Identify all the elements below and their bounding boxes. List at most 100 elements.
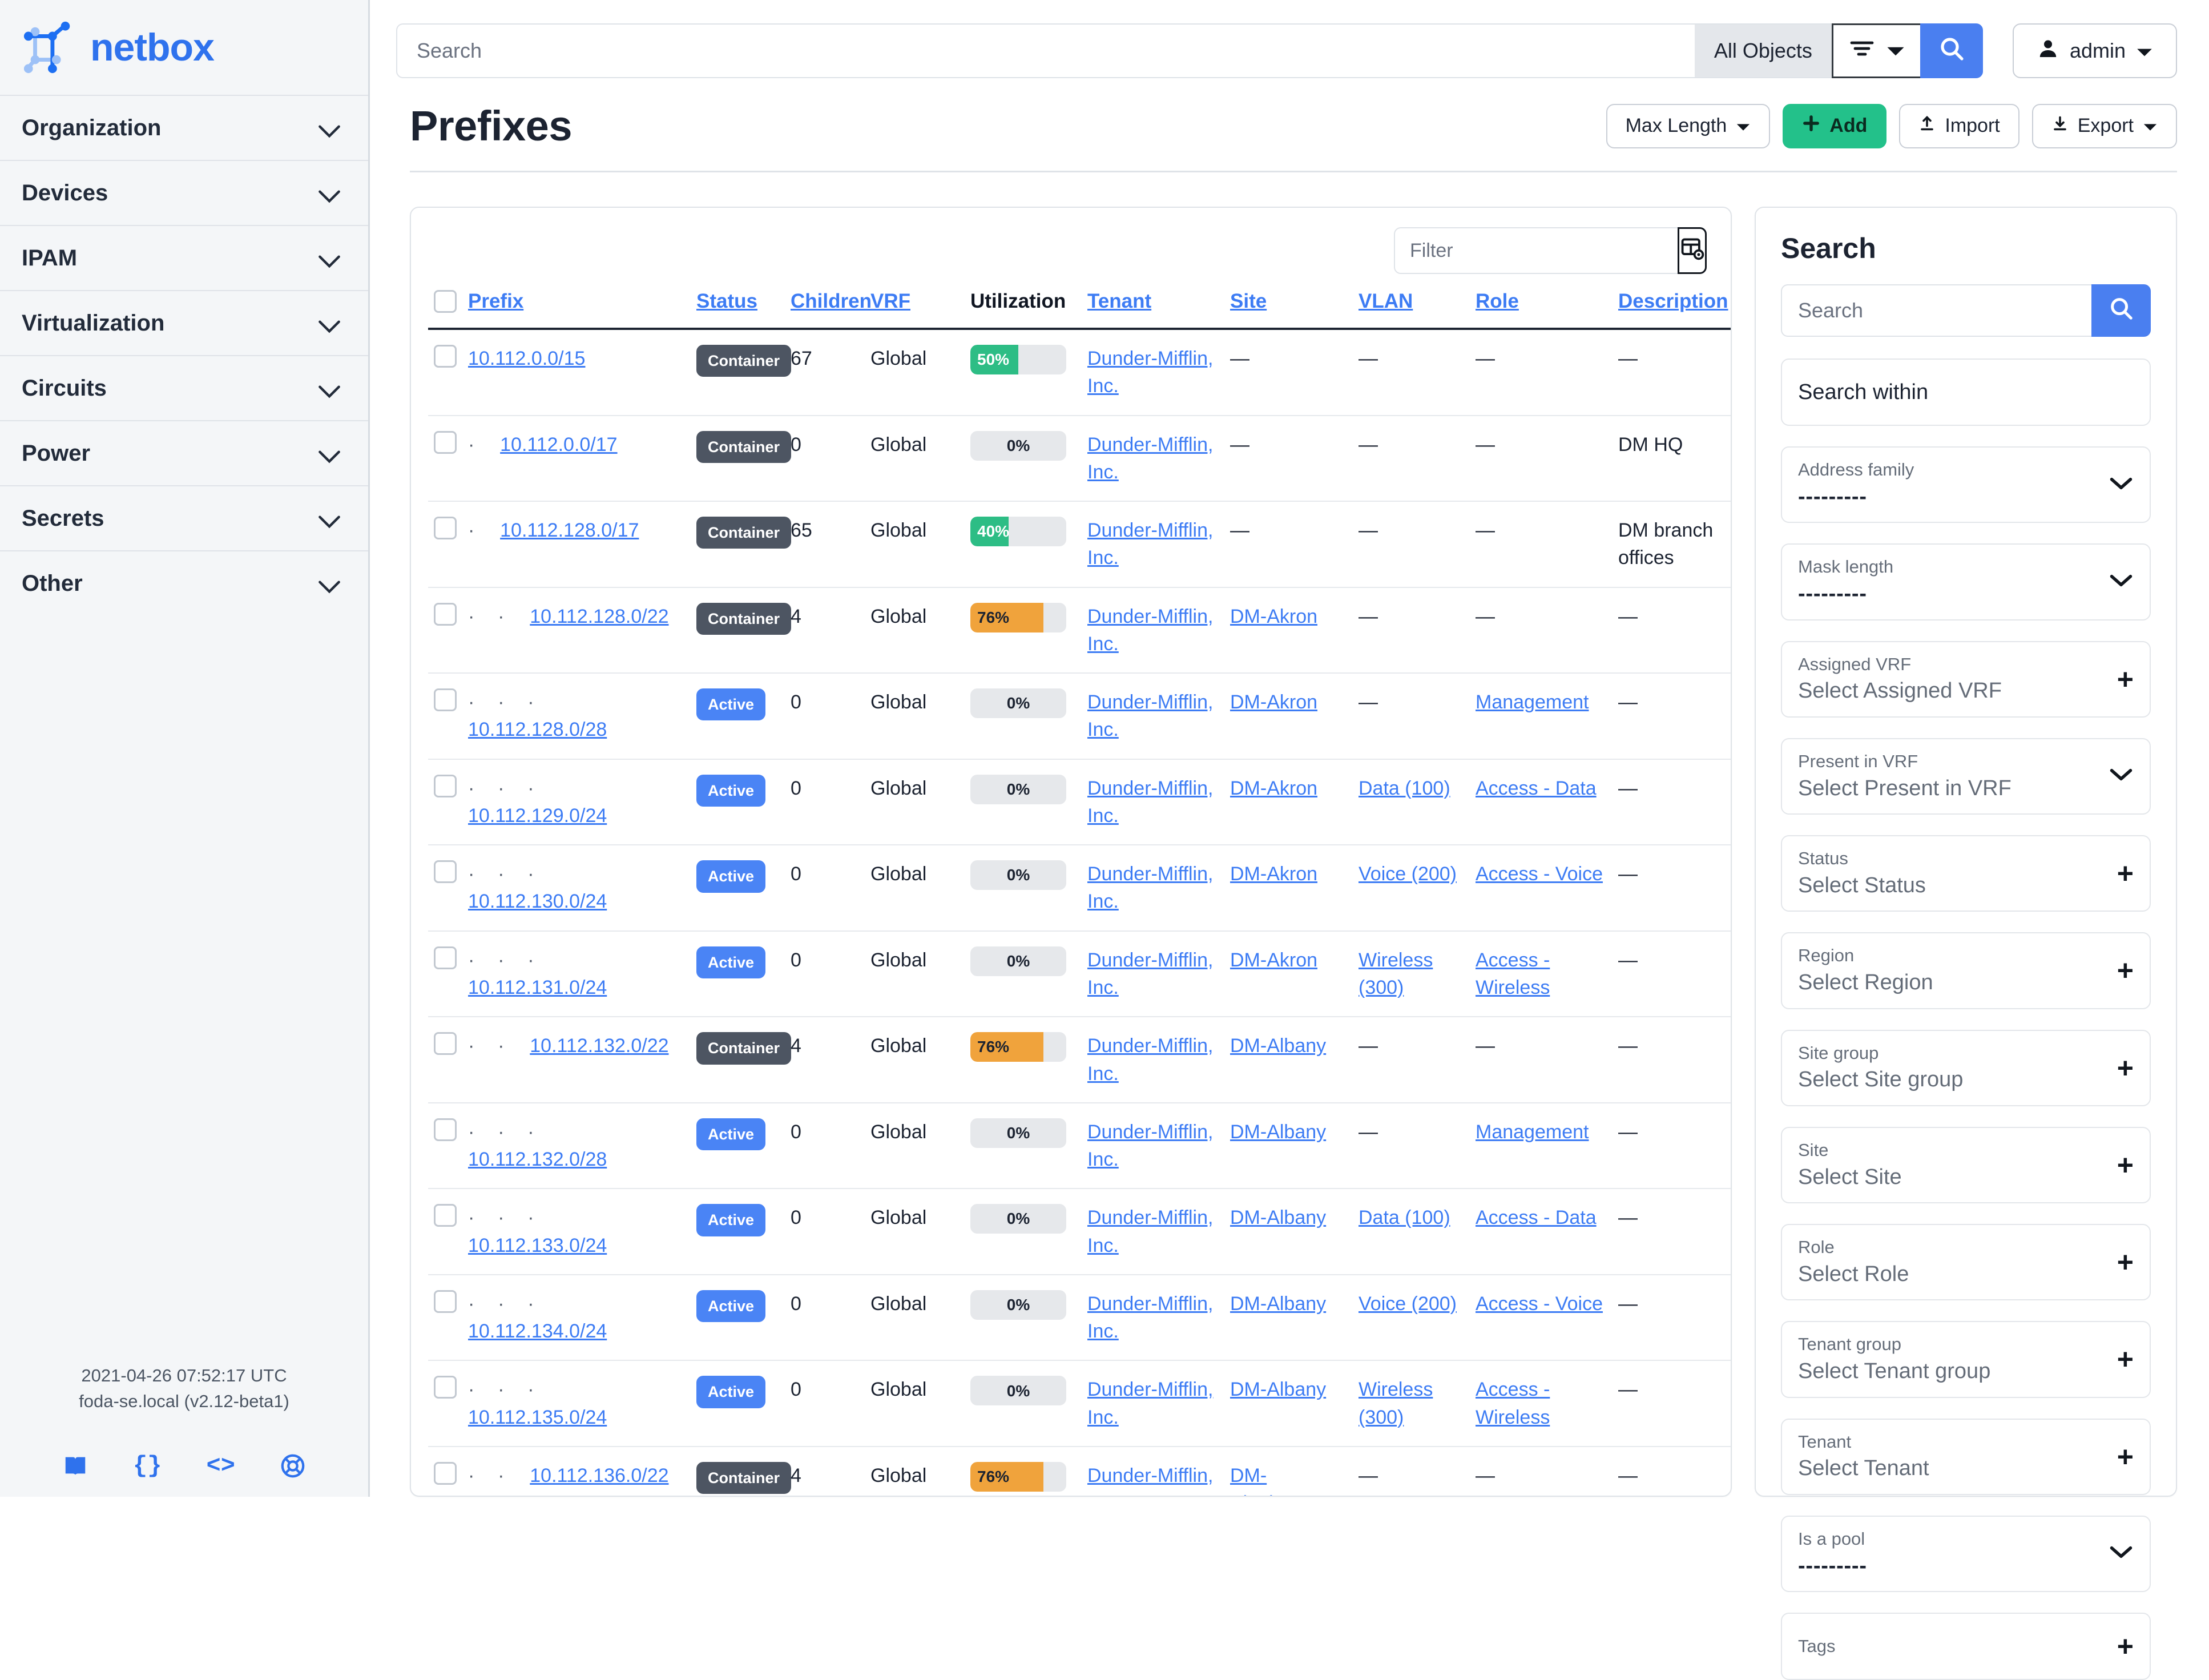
help-lifebuoy-icon[interactable]	[280, 1453, 306, 1479]
vlan-link[interactable]: Wireless (300)	[1359, 1379, 1433, 1428]
site-link[interactable]: DM-Binghamton	[1230, 1464, 1333, 1496]
prefix-link[interactable]: 10.112.131.0/24	[468, 976, 607, 998]
site-link[interactable]: DM-Albany	[1230, 1379, 1327, 1401]
site-link[interactable]: DM-Akron	[1230, 949, 1318, 971]
filter-field-tenant-group[interactable]: Tenant group Select Tenant group +	[1781, 1321, 2151, 1398]
filter-field-tenant[interactable]: Tenant Select Tenant +	[1781, 1418, 2151, 1495]
filter-field-icon[interactable]	[2109, 765, 2134, 787]
tenant-link[interactable]: Dunder-Mifflin, Inc.	[1087, 1292, 1214, 1343]
tenant-link[interactable]: Dunder-Mifflin, Inc.	[1087, 1207, 1214, 1256]
table-configure-button[interactable]	[1678, 227, 1707, 274]
prefix-link[interactable]: 10.112.129.0/24	[468, 804, 607, 827]
site-link[interactable]: DM-Albany	[1230, 1035, 1327, 1057]
vlan-link[interactable]: Voice (200)	[1359, 1292, 1457, 1315]
role-link[interactable]: Management	[1476, 1121, 1589, 1143]
row-checkbox[interactable]	[434, 517, 457, 540]
prefix-link[interactable]: 10.112.0.0/15	[468, 348, 586, 369]
tenant-link[interactable]: Dunder-Mifflin, Inc.	[1087, 1035, 1214, 1085]
tenant-link[interactable]: Dunder-Mifflin, Inc.	[1087, 949, 1214, 998]
filter-field-search-within[interactable]: Search within	[1781, 358, 2151, 426]
global-search-button[interactable]	[1920, 23, 1983, 78]
prefix-link[interactable]: 10.112.128.0/17	[500, 519, 639, 542]
row-checkbox[interactable]	[434, 1118, 457, 1141]
site-link[interactable]: DM-Albany	[1230, 1207, 1327, 1229]
max-length-button[interactable]: Max Length	[1606, 103, 1771, 148]
row-checkbox[interactable]	[434, 1204, 457, 1227]
search-scope-dropdown[interactable]: All Objects	[1694, 23, 1832, 78]
panel-search-input[interactable]	[1781, 284, 2091, 337]
prefix-link[interactable]: 10.112.0.0/17	[500, 433, 618, 456]
user-menu-button[interactable]: admin	[2012, 23, 2177, 78]
import-button[interactable]: Import	[1899, 103, 2019, 148]
row-checkbox[interactable]	[434, 1032, 457, 1055]
row-checkbox[interactable]	[434, 688, 457, 712]
column-header-vrf[interactable]: VRF	[865, 290, 965, 330]
row-checkbox[interactable]	[434, 1461, 457, 1485]
row-checkbox[interactable]	[434, 774, 457, 797]
tenant-link[interactable]: Dunder-Mifflin, Inc.	[1087, 519, 1214, 569]
prefix-link[interactable]: 10.112.133.0/24	[468, 1234, 607, 1256]
column-header-children[interactable]: Children	[785, 290, 872, 330]
brand-header[interactable]: netbox	[0, 0, 368, 95]
row-checkbox[interactable]	[434, 345, 457, 368]
sidebar-item-secrets[interactable]: Secrets	[0, 485, 368, 550]
column-header-role[interactable]: Role	[1470, 290, 1613, 330]
row-checkbox[interactable]	[434, 1376, 457, 1399]
filter-field-icon[interactable]: +	[2117, 1632, 2134, 1661]
filter-field-region[interactable]: Region Select Region +	[1781, 932, 2151, 1009]
column-header-tenant[interactable]: Tenant	[1082, 290, 1224, 330]
filter-field-role[interactable]: Role Select Role +	[1781, 1224, 2151, 1301]
export-button[interactable]: Export	[2031, 103, 2177, 148]
filter-field-icon[interactable]: +	[2117, 1151, 2134, 1179]
role-link[interactable]: Access - Data	[1476, 777, 1597, 799]
site-link[interactable]: DM-Albany	[1230, 1121, 1327, 1143]
prefix-link[interactable]: 10.112.132.0/22	[530, 1035, 669, 1057]
role-link[interactable]: Access - Voice	[1476, 1292, 1603, 1315]
prefix-link[interactable]: 10.112.128.0/28	[468, 719, 607, 741]
filter-field-icon[interactable]: +	[2117, 1248, 2134, 1276]
source-code-icon[interactable]: <>	[206, 1452, 235, 1480]
row-checkbox[interactable]	[434, 430, 457, 454]
filter-field-site-group[interactable]: Site group Select Site group +	[1781, 1029, 2151, 1106]
tenant-link[interactable]: Dunder-Mifflin, Inc.	[1087, 777, 1214, 827]
filter-field-site[interactable]: Site Select Site +	[1781, 1126, 2151, 1203]
site-link[interactable]: DM-Akron	[1230, 691, 1318, 714]
sidebar-item-devices[interactable]: Devices	[0, 160, 368, 225]
filter-field-icon[interactable]	[2109, 571, 2134, 593]
panel-search-button[interactable]	[2091, 284, 2151, 337]
tenant-link[interactable]: Dunder-Mifflin, Inc.	[1087, 1464, 1214, 1496]
sidebar-item-ipam[interactable]: IPAM	[0, 225, 368, 290]
site-link[interactable]: DM-Albany	[1230, 1292, 1327, 1315]
site-link[interactable]: DM-Akron	[1230, 863, 1318, 885]
tenant-link[interactable]: Dunder-Mifflin, Inc.	[1087, 433, 1214, 483]
filter-field-mask-length[interactable]: Mask length ---------	[1781, 543, 2151, 621]
global-search-input[interactable]	[396, 23, 1695, 78]
prefix-link[interactable]: 10.112.135.0/24	[468, 1406, 607, 1428]
vlan-link[interactable]: Voice (200)	[1359, 863, 1457, 885]
sidebar-item-virtualization[interactable]: Virtualization	[0, 290, 368, 355]
row-checkbox[interactable]	[434, 860, 457, 884]
tenant-link[interactable]: Dunder-Mifflin, Inc.	[1087, 1379, 1214, 1428]
search-filter-dropdown[interactable]	[1831, 23, 1920, 78]
sidebar-item-other[interactable]: Other	[0, 550, 368, 615]
filter-field-icon[interactable]: +	[2117, 956, 2134, 985]
prefix-link[interactable]: 10.112.128.0/22	[530, 605, 669, 627]
filter-field-status[interactable]: Status Select Status +	[1781, 835, 2151, 912]
site-link[interactable]: DM-Akron	[1230, 605, 1318, 627]
filter-field-icon[interactable]: +	[2117, 859, 2134, 888]
prefix-link[interactable]: 10.112.132.0/28	[468, 1149, 607, 1171]
role-link[interactable]: Access - Voice	[1476, 863, 1603, 885]
filter-field-icon[interactable]: +	[2117, 1054, 2134, 1082]
filter-field-icon[interactable]: +	[2117, 665, 2134, 694]
vlan-link[interactable]: Data (100)	[1359, 1207, 1450, 1229]
filter-field-present-in-vrf[interactable]: Present in VRF Select Present in VRF	[1781, 738, 2151, 815]
row-checkbox[interactable]	[434, 946, 457, 969]
add-button[interactable]: Add	[1783, 103, 1887, 148]
sidebar-item-power[interactable]: Power	[0, 420, 368, 485]
prefix-link[interactable]: 10.112.136.0/22	[530, 1464, 669, 1486]
filter-field-assigned-vrf[interactable]: Assigned VRF Select Assigned VRF +	[1781, 640, 2151, 718]
column-header-description[interactable]: Description	[1613, 290, 1731, 330]
api-braces-icon[interactable]: {}	[133, 1452, 162, 1480]
sidebar-item-organization[interactable]: Organization	[0, 95, 368, 160]
prefix-link[interactable]: 10.112.130.0/24	[468, 891, 607, 913]
